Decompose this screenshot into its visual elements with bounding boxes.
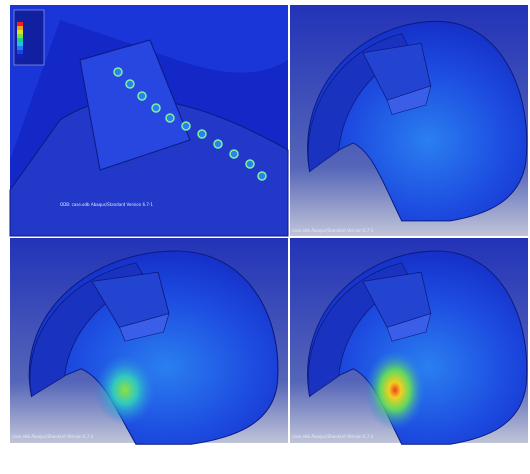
- panel: case.odb Abaqus/Standard Version 6.7-1: [10, 238, 288, 445]
- footer-text: case.odb Abaqus/Standard Version 6.7-1: [292, 434, 374, 439]
- footer-text: case.odb Abaqus/Standard Version 6.7-1: [292, 228, 374, 233]
- panel: case.odb Abaqus/Standard Version 6.7-1: [290, 238, 528, 445]
- panel: ODB: case.odb Abaqus/Standard Version 6.…: [9, 5, 289, 237]
- footer-text: case.odb Abaqus/Standard Version 6.7-1: [12, 434, 94, 439]
- panel: case.odb Abaqus/Standard Version 6.7-1: [290, 5, 528, 236]
- footer-text: ODB: case.odb Abaqus/Standard Version 6.…: [60, 202, 153, 207]
